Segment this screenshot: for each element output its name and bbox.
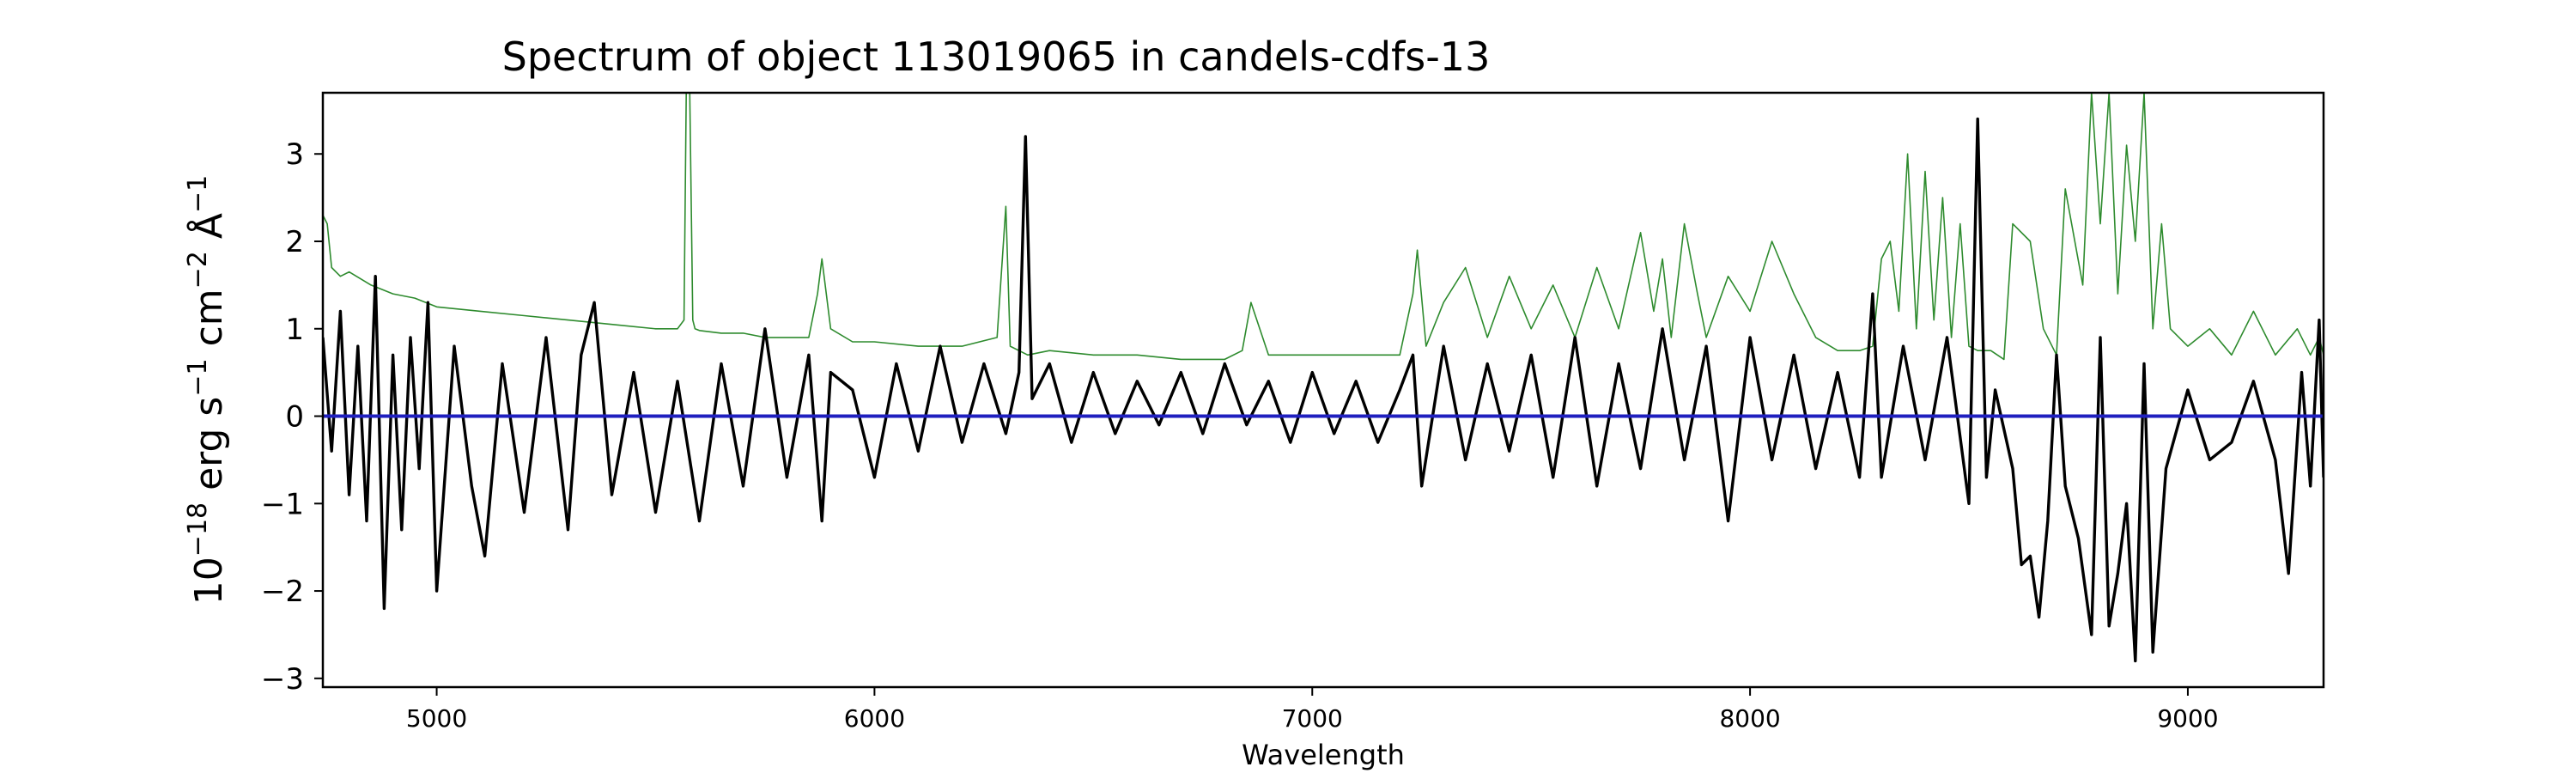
y-axis-label: 10−18 erg s−1 cm−2 Å−1 xyxy=(183,175,231,605)
series-layer xyxy=(323,93,2324,663)
series-line-flux xyxy=(323,117,2324,663)
plot-frame xyxy=(321,91,2325,689)
x-tick-label: 7000 xyxy=(1282,704,1343,733)
x-tick-label: 9000 xyxy=(2157,704,2218,733)
y-label-unit2: cm xyxy=(187,289,231,358)
x-axis: 5000 6000 7000 8000 9000 xyxy=(406,687,2219,733)
y-label-exp2: −1 xyxy=(183,358,213,396)
y-tick-label: −3 xyxy=(261,662,304,697)
y-tick-label: −2 xyxy=(261,575,304,609)
x-axis-label: Wavelength xyxy=(1242,739,1405,771)
x-tick-label: 5000 xyxy=(406,704,467,733)
y-tick-label: −1 xyxy=(261,487,304,521)
y-tick-label: 3 xyxy=(285,137,304,172)
y-label-exp3: −2 xyxy=(183,251,213,289)
plot-area xyxy=(321,91,2325,689)
x-tick-label: 8000 xyxy=(1719,704,1780,733)
y-label-unit3: Å xyxy=(185,213,231,251)
series-line-noise xyxy=(323,93,2324,361)
y-tick-label: 2 xyxy=(285,225,304,259)
y-axis: −3 −2 −1 0 1 2 3 xyxy=(261,137,323,697)
y-label-exp1: −18 xyxy=(183,502,213,557)
y-tick-label: 1 xyxy=(285,313,304,347)
x-tick-label: 6000 xyxy=(844,704,905,733)
y-label-unit1: erg s xyxy=(187,397,231,502)
chart-title: Spectrum of object 113019065 in candels-… xyxy=(502,33,1491,80)
y-label-base: 10 xyxy=(187,557,231,605)
y-tick-label: 0 xyxy=(285,400,304,435)
y-label-exp4: −1 xyxy=(183,175,213,213)
